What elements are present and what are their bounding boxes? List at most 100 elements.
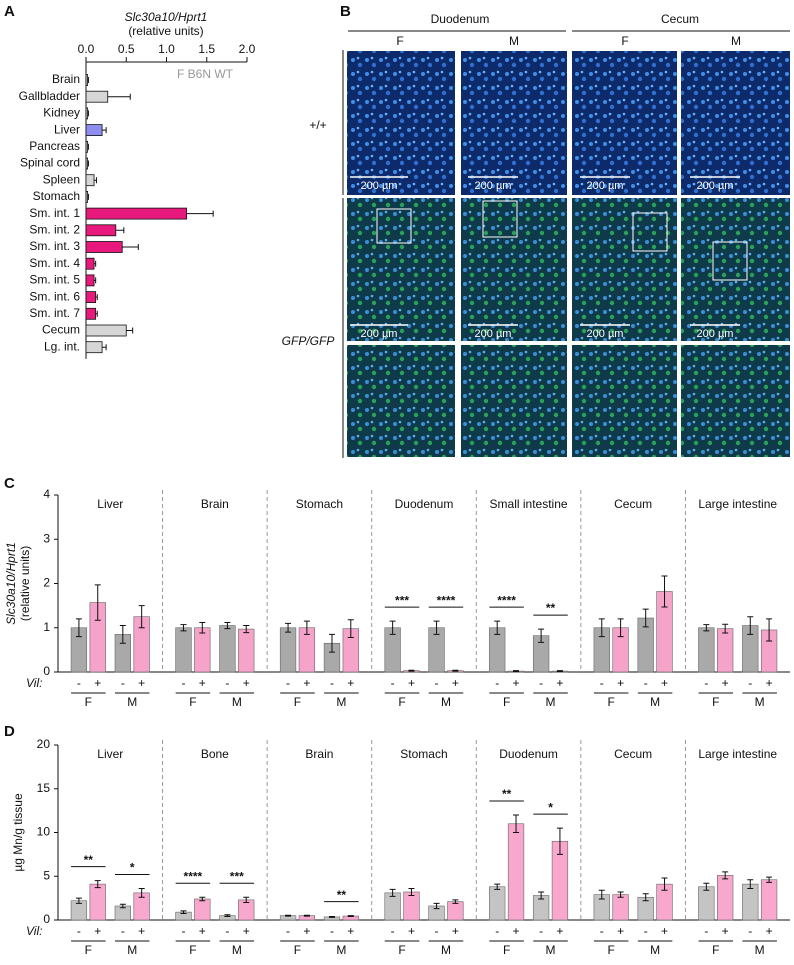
- y-tick-label: Pancreas: [29, 139, 80, 153]
- panel-letter: C: [4, 475, 15, 492]
- x-tick-label: 0.0: [78, 42, 95, 56]
- error-bar: [180, 624, 187, 632]
- x-group-label: M: [232, 943, 242, 957]
- chart-title: Slc30a10/Hprt1: [125, 10, 208, 24]
- x-tick-label: 0.5: [118, 42, 135, 56]
- error-bar: [102, 127, 107, 134]
- error-bar: [75, 618, 82, 638]
- error-bar: [598, 618, 605, 638]
- bar: [717, 628, 734, 673]
- category-label: Stomach: [400, 747, 448, 761]
- bar: [85, 274, 95, 287]
- category-label: Small intestine: [489, 497, 568, 511]
- bar: [85, 90, 109, 103]
- scale-bar-label: 200 µm: [697, 180, 734, 192]
- error-bar: [722, 871, 729, 880]
- x-tick-label: -: [286, 676, 290, 690]
- error-bar: [703, 882, 710, 891]
- x-group-label: M: [127, 943, 137, 957]
- bar: [85, 257, 95, 270]
- error-bar: [617, 618, 624, 638]
- error-bar: [766, 876, 773, 883]
- significance-label: **: [337, 888, 347, 902]
- error-bar: [513, 814, 520, 833]
- bar: [85, 241, 123, 253]
- scale-bar-label: 200 µm: [475, 328, 512, 340]
- error-bar: [119, 903, 126, 909]
- bar: [507, 823, 525, 921]
- x-tick-label: +: [138, 924, 145, 938]
- y-tick-label: Brain: [52, 72, 80, 86]
- error-bar: [102, 344, 107, 351]
- x-tick-label: +: [722, 676, 729, 690]
- x-tick-label: -: [539, 924, 543, 938]
- bar: [742, 883, 759, 921]
- error-bar: [538, 891, 545, 900]
- x-tick-label: +: [661, 924, 668, 938]
- bar: [238, 628, 255, 673]
- x-group-label: M: [650, 695, 660, 709]
- error-bar: [452, 669, 459, 672]
- error-bar: [87, 110, 89, 117]
- error-bar: [642, 893, 649, 902]
- column-label: M: [509, 34, 519, 48]
- x-group-label: F: [503, 943, 510, 957]
- x-tick-label: +: [347, 676, 354, 690]
- x-tick-label: -: [748, 676, 752, 690]
- significance-label: ****: [497, 593, 516, 607]
- error-bar: [180, 910, 187, 914]
- scale-bar-label: 200 µm: [587, 328, 624, 340]
- panel-letter: B: [340, 3, 351, 20]
- significance-label: **: [546, 601, 556, 615]
- error-bar: [556, 827, 563, 855]
- error-bar: [513, 670, 520, 673]
- category-label: Bone: [200, 747, 229, 761]
- chart-subtitle: (relative units): [128, 24, 203, 38]
- bar: [85, 174, 95, 187]
- bar: [194, 898, 211, 921]
- error-bar: [199, 621, 206, 634]
- x-group-label: M: [127, 695, 137, 709]
- error-bar: [408, 669, 415, 672]
- scale-bar-label: 200 µm: [361, 328, 398, 340]
- x-tick-label: +: [303, 676, 310, 690]
- x-group-label: M: [441, 695, 451, 709]
- y-tick-label: 0: [43, 664, 50, 678]
- x-tick-label: +: [243, 924, 250, 938]
- x-tick-label: -: [121, 924, 125, 938]
- x-tick-label: -: [77, 924, 81, 938]
- category-label: Brain: [200, 497, 229, 511]
- x-group-label: M: [336, 695, 346, 709]
- error-bar: [199, 896, 206, 902]
- error-bar: [94, 177, 97, 184]
- x-group-label: F: [608, 943, 615, 957]
- error-bar: [556, 670, 563, 673]
- error-bar: [347, 619, 354, 638]
- x-tick-label: -: [495, 924, 499, 938]
- error-bar: [617, 891, 624, 898]
- row-label: GFP/GFP: [282, 334, 335, 348]
- error-bar: [119, 625, 126, 644]
- significance-label: ****: [437, 593, 456, 607]
- error-bar: [285, 914, 292, 917]
- x-tick-label: -: [435, 924, 439, 938]
- x-tick-label: -: [121, 676, 125, 690]
- y-tick-label: Lg. int.: [44, 339, 80, 353]
- bar: [85, 324, 127, 337]
- x-tick-label: +: [556, 924, 563, 938]
- bar: [85, 124, 103, 136]
- panel-letter: D: [4, 723, 15, 740]
- x-tick-label: +: [303, 924, 310, 938]
- x-tick-label: +: [94, 676, 101, 690]
- error-bar: [722, 623, 729, 634]
- bar: [717, 875, 734, 921]
- x-group-label: F: [189, 943, 196, 957]
- x-group-label: F: [398, 695, 405, 709]
- error-bar: [747, 879, 754, 889]
- bar: [85, 74, 89, 86]
- error-bar: [328, 633, 335, 653]
- y-axis-label: (relative units): [18, 546, 32, 621]
- y-tick-label: 0: [43, 912, 50, 926]
- x-tick-label: -: [181, 924, 185, 938]
